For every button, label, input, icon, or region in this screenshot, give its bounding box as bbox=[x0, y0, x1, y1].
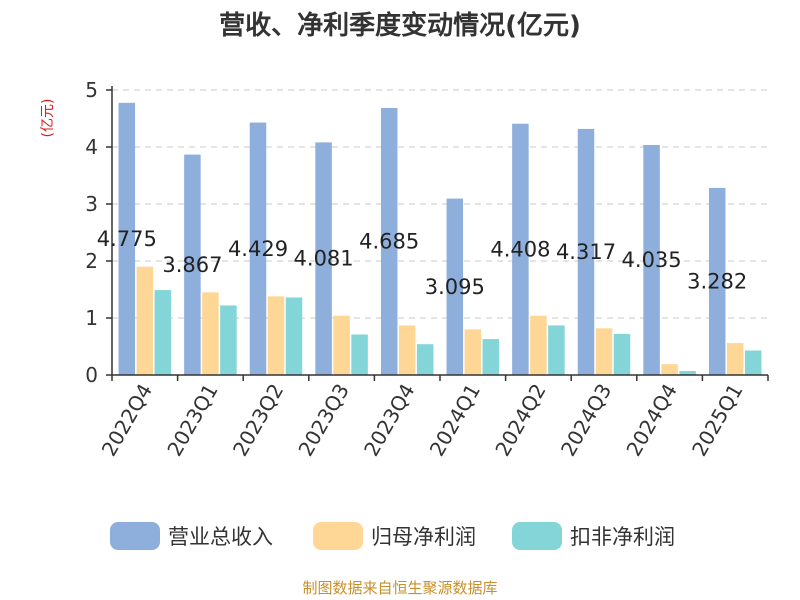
bar-2024Q3-series-1 bbox=[595, 328, 613, 375]
bar-2022Q4-series-1 bbox=[136, 266, 154, 375]
legend-label-0: 营业总收入 bbox=[168, 525, 273, 549]
bar-2023Q4-series-2 bbox=[416, 344, 434, 375]
x-tick-label: 2023Q2 bbox=[228, 380, 288, 461]
legend-swatch-0 bbox=[110, 522, 160, 550]
bar-2024Q2-series-1 bbox=[530, 315, 547, 375]
bar-2022Q4-series-2 bbox=[154, 290, 172, 375]
bar-2024Q4-series-2 bbox=[679, 371, 696, 375]
bar-2024Q3-series-0 bbox=[577, 128, 595, 375]
source-note: 制图数据来自恒生聚源数据库 bbox=[302, 579, 497, 597]
data-label-2025Q1: 3.282 bbox=[687, 269, 747, 293]
data-label-2023Q4: 4.685 bbox=[359, 229, 419, 253]
bar-2023Q4-series-1 bbox=[398, 325, 416, 375]
y-axis-unit: (亿元) bbox=[40, 99, 56, 138]
data-label-2023Q3: 4.081 bbox=[294, 247, 354, 271]
bar-2023Q2-series-2 bbox=[285, 297, 303, 375]
data-label-2024Q1: 3.095 bbox=[425, 275, 485, 299]
chart-title: 营收、净利季度变动情况(亿元) bbox=[219, 10, 581, 41]
legend-swatch-2 bbox=[512, 522, 562, 550]
x-tick-label: 2022Q4 bbox=[97, 380, 157, 461]
bar-2025Q1-series-0 bbox=[708, 187, 726, 375]
y-tick-label: 3 bbox=[85, 192, 98, 216]
bar-2023Q3-series-2 bbox=[351, 334, 368, 375]
bar-2024Q2-series-2 bbox=[548, 325, 565, 375]
data-label-2024Q3: 4.317 bbox=[556, 240, 616, 264]
x-tick-label: 2024Q3 bbox=[556, 380, 616, 461]
bar-2023Q2-series-0 bbox=[249, 122, 267, 375]
x-tick-label: 2025Q1 bbox=[687, 380, 747, 461]
bar-2023Q2-series-1 bbox=[267, 296, 285, 375]
data-label-2024Q2: 4.408 bbox=[490, 237, 550, 261]
data-label-2024Q4: 4.035 bbox=[622, 248, 682, 272]
x-tick-label: 2023Q3 bbox=[293, 380, 353, 461]
legend-label-2: 扣非净利润 bbox=[570, 525, 675, 549]
bar-2024Q3-series-2 bbox=[613, 333, 631, 375]
y-tick-label: 1 bbox=[85, 306, 98, 330]
y-tick-label: 5 bbox=[85, 78, 98, 102]
bar-2023Q1-series-2 bbox=[220, 305, 237, 375]
data-label-2023Q1: 3.867 bbox=[162, 253, 222, 277]
y-tick-label: 4 bbox=[85, 135, 98, 159]
legend-label-1: 归母净利润 bbox=[371, 525, 476, 549]
bar-2025Q1-series-2 bbox=[744, 350, 762, 375]
legend: 营业总收入 归母净利润 扣非净利润 bbox=[110, 522, 675, 550]
bar-2023Q1-series-0 bbox=[184, 154, 201, 375]
x-tick-label: 2024Q2 bbox=[490, 380, 550, 461]
y-tick-label: 0 bbox=[85, 363, 98, 387]
bar-2024Q1-series-2 bbox=[482, 339, 500, 375]
data-label-2023Q2: 4.429 bbox=[228, 237, 288, 261]
x-tick-label: 2024Q4 bbox=[621, 380, 681, 461]
bar-2023Q3-series-1 bbox=[333, 315, 350, 375]
y-tick-label: 2 bbox=[85, 249, 98, 273]
x-tick-label: 2024Q1 bbox=[425, 380, 485, 461]
bar-2022Q4-series-0 bbox=[118, 102, 136, 375]
data-label-2022Q4: 4.775 bbox=[97, 227, 157, 251]
bar-2024Q4-series-1 bbox=[661, 364, 678, 375]
bar-2024Q1-series-0 bbox=[446, 198, 464, 375]
bar-2023Q3-series-0 bbox=[315, 142, 332, 375]
bar-2023Q4-series-0 bbox=[380, 107, 398, 375]
bar-2025Q1-series-1 bbox=[726, 343, 744, 375]
bar-2023Q1-series-1 bbox=[202, 292, 219, 375]
bars bbox=[118, 102, 762, 375]
x-tick-label: 2023Q4 bbox=[359, 380, 419, 461]
legend-swatch-1 bbox=[313, 522, 363, 550]
x-tick-label: 2023Q1 bbox=[162, 380, 222, 461]
bar-2024Q1-series-1 bbox=[464, 329, 482, 375]
bar-2024Q4-series-0 bbox=[643, 145, 660, 375]
bar-2024Q2-series-0 bbox=[512, 123, 529, 375]
